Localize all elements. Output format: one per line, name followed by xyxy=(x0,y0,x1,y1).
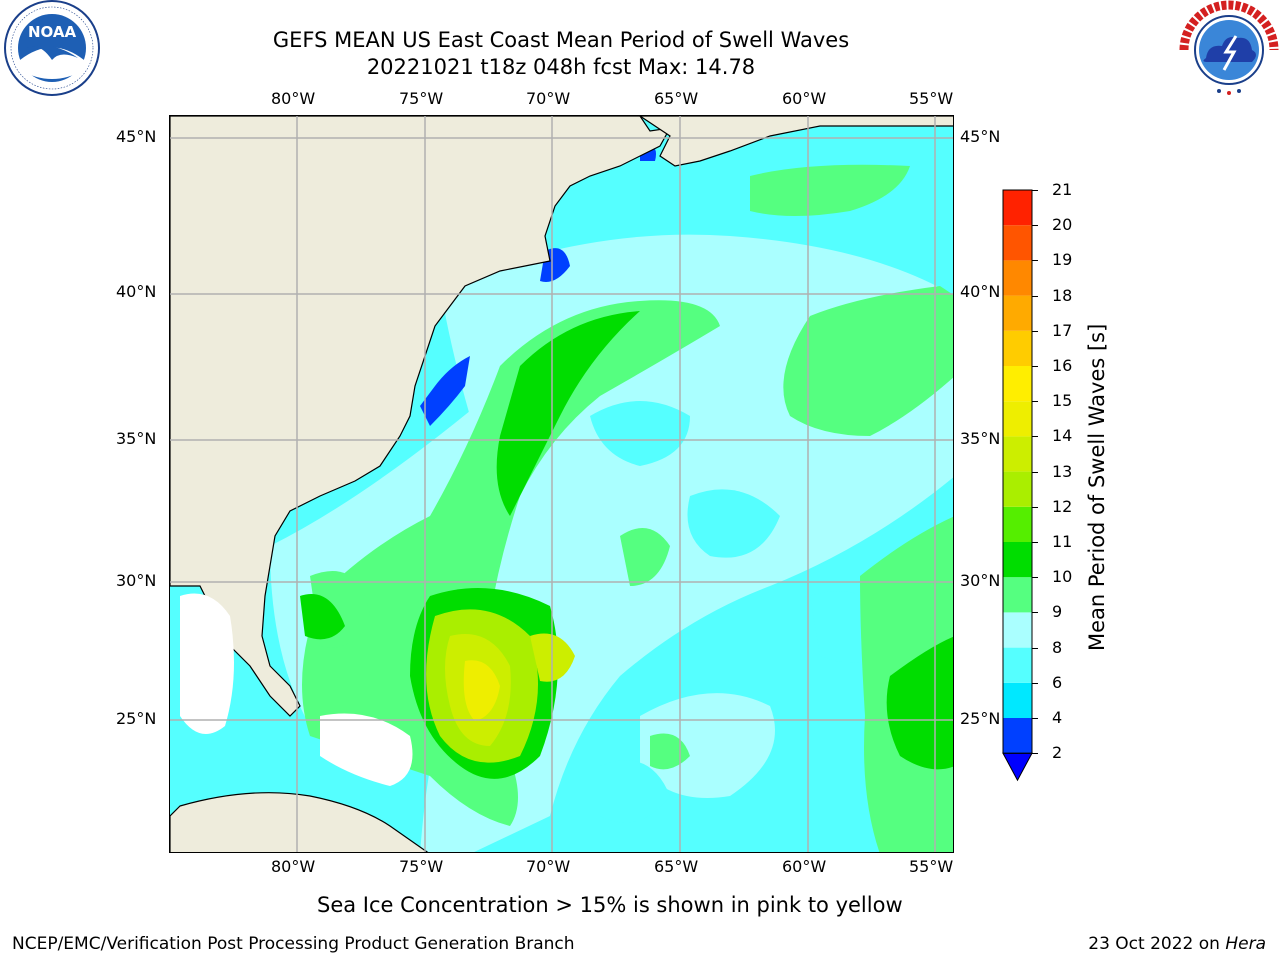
colorbar-tick xyxy=(1032,542,1038,543)
colorbar-tick xyxy=(1032,682,1038,684)
lat-label-left-45n: 45°N xyxy=(116,127,157,146)
lon-label-bottom-70w: 70°W xyxy=(526,857,571,876)
colorbar-bin-13-14 xyxy=(1003,436,1032,472)
colorbar-bin-10-11 xyxy=(1003,542,1032,578)
colorbar-bin-4-6 xyxy=(1003,682,1032,718)
masked-zones xyxy=(180,593,413,786)
lon-label-bottom-60w: 60°W xyxy=(782,857,827,876)
lat-label-right-25n: 25°N xyxy=(960,709,1001,728)
lon-label-top-65w: 65°W xyxy=(654,89,699,108)
lat-label-right-45n: 45°N xyxy=(960,127,1001,146)
colorbar-bin-12-13 xyxy=(1003,471,1032,507)
colorbar-tick-label: 17 xyxy=(1052,320,1073,340)
noaa-logo-text: NOAA xyxy=(28,23,77,41)
colorbar-title: Mean Period of Swell Waves [s] xyxy=(1085,323,1109,651)
colorbar-tick-label: 12 xyxy=(1052,496,1073,516)
lon-label-top-75w: 75°W xyxy=(399,89,444,108)
lon-label-top-55w: 55°W xyxy=(909,89,954,108)
colorbar-tick-label: 2 xyxy=(1052,743,1063,763)
graticule xyxy=(170,116,953,852)
colorbar-bin-2-4 xyxy=(1003,718,1032,754)
lon-label-top-70w: 70°W xyxy=(526,89,571,108)
map-panel xyxy=(169,115,954,853)
colorbar-tick-label: 4 xyxy=(1052,708,1063,727)
noaa-logo: NOAA xyxy=(0,0,105,100)
colorbar-bin-9-10 xyxy=(1003,577,1032,613)
chart-subtitle: 20221021 t18z 048h fcst Max: 14.78 xyxy=(366,55,756,79)
lon-label-bottom-75w: 75°W xyxy=(399,857,444,876)
colorbar-svg xyxy=(1002,189,1033,782)
lat-label-right-35n: 35°N xyxy=(960,429,1001,448)
colorbar-bin-19-20 xyxy=(1003,225,1032,261)
lon-label-top-80w: 80°W xyxy=(271,89,316,108)
lat-label-left-30n: 30°N xyxy=(116,571,157,590)
colorbar-tick-label: 9 xyxy=(1052,602,1063,622)
footer-date: 23 Oct 2022 on Hera xyxy=(1088,934,1266,954)
colorbar-bin-6-8 xyxy=(1003,647,1032,683)
footer-machine: Hera xyxy=(1225,934,1266,954)
colorbar-tick-label: 16 xyxy=(1052,356,1073,375)
lon-label-bottom-80w: 80°W xyxy=(271,857,316,876)
colorbar-tick-label: 13 xyxy=(1052,461,1073,481)
colorbar-bin-8-9 xyxy=(1003,612,1032,648)
sea-ice-note-text: Sea Ice Concentration > 15% is shown in … xyxy=(317,893,903,917)
colorbar-bin-15-16 xyxy=(1003,366,1032,402)
lat-label-right-30n: 30°N xyxy=(960,571,1001,590)
colorbar-tick-label: 6 xyxy=(1052,672,1063,692)
lat-label-left-35n: 35°N xyxy=(116,429,157,448)
colorbar-bin-18-19 xyxy=(1003,260,1032,296)
colorbar-bin-17-18 xyxy=(1003,295,1032,331)
colorbar xyxy=(1000,185,1040,785)
colorbar-tick xyxy=(1032,753,1038,755)
colorbar-tick-label: 10 xyxy=(1052,567,1073,587)
colorbar-tick xyxy=(1032,647,1038,649)
lat-label-left-40n: 40°N xyxy=(116,282,157,301)
colorbar-tick-label: 11 xyxy=(1052,532,1073,551)
colorbar-bin-16-17 xyxy=(1003,330,1032,366)
colorbar-tick xyxy=(1032,401,1038,403)
footer-org: NCEP/EMC/Verification Post Processing Pr… xyxy=(12,934,575,954)
field-12-14s xyxy=(426,609,575,763)
colorbar-tick xyxy=(1032,330,1038,332)
lat-label-right-40n: 40°N xyxy=(960,282,1001,301)
colorbar-tick-label: 21 xyxy=(1052,180,1073,199)
colorbar-tick xyxy=(1032,471,1038,473)
colorbar-tick xyxy=(1032,366,1038,367)
colorbar-tick xyxy=(1032,190,1038,191)
colorbar-tick-label: 18 xyxy=(1052,285,1073,305)
lon-label-bottom-55w: 55°W xyxy=(909,857,954,876)
lat-label-left-25n: 25°N xyxy=(116,709,157,728)
colorbar-tick-label: 15 xyxy=(1052,391,1073,411)
colorbar-tick-label: 20 xyxy=(1052,215,1073,235)
footer-date-text: 23 Oct 2022 on xyxy=(1088,934,1220,954)
colorbar-tick-label: 8 xyxy=(1052,637,1063,657)
colorbar-tick-label: 14 xyxy=(1052,426,1073,446)
colorbar-bin-14-15 xyxy=(1003,401,1032,437)
colorbar-tick xyxy=(1032,506,1038,508)
nws-logo xyxy=(1178,0,1280,100)
colorbar-tick xyxy=(1032,718,1038,719)
colorbar-bin-20-21 xyxy=(1003,190,1032,226)
swell-period-map xyxy=(170,116,953,852)
lon-label-bottom-65w: 65°W xyxy=(654,857,699,876)
colorbar-tick xyxy=(1032,436,1038,438)
colorbar-tick xyxy=(1032,612,1038,614)
colorbar-tick-label: 19 xyxy=(1052,250,1073,270)
colorbar-tick xyxy=(1032,225,1038,227)
land xyxy=(170,116,953,852)
chart-title: GEFS MEAN US East Coast Mean Period of S… xyxy=(272,28,850,52)
colorbar-tick xyxy=(1032,295,1038,297)
colorbar-tick xyxy=(1032,260,1038,262)
colorbar-under-arrow xyxy=(1002,752,1033,782)
colorbar-bin-11-12 xyxy=(1003,506,1032,542)
colorbar-tick xyxy=(1032,577,1038,579)
lon-label-top-60w: 60°W xyxy=(782,89,827,108)
